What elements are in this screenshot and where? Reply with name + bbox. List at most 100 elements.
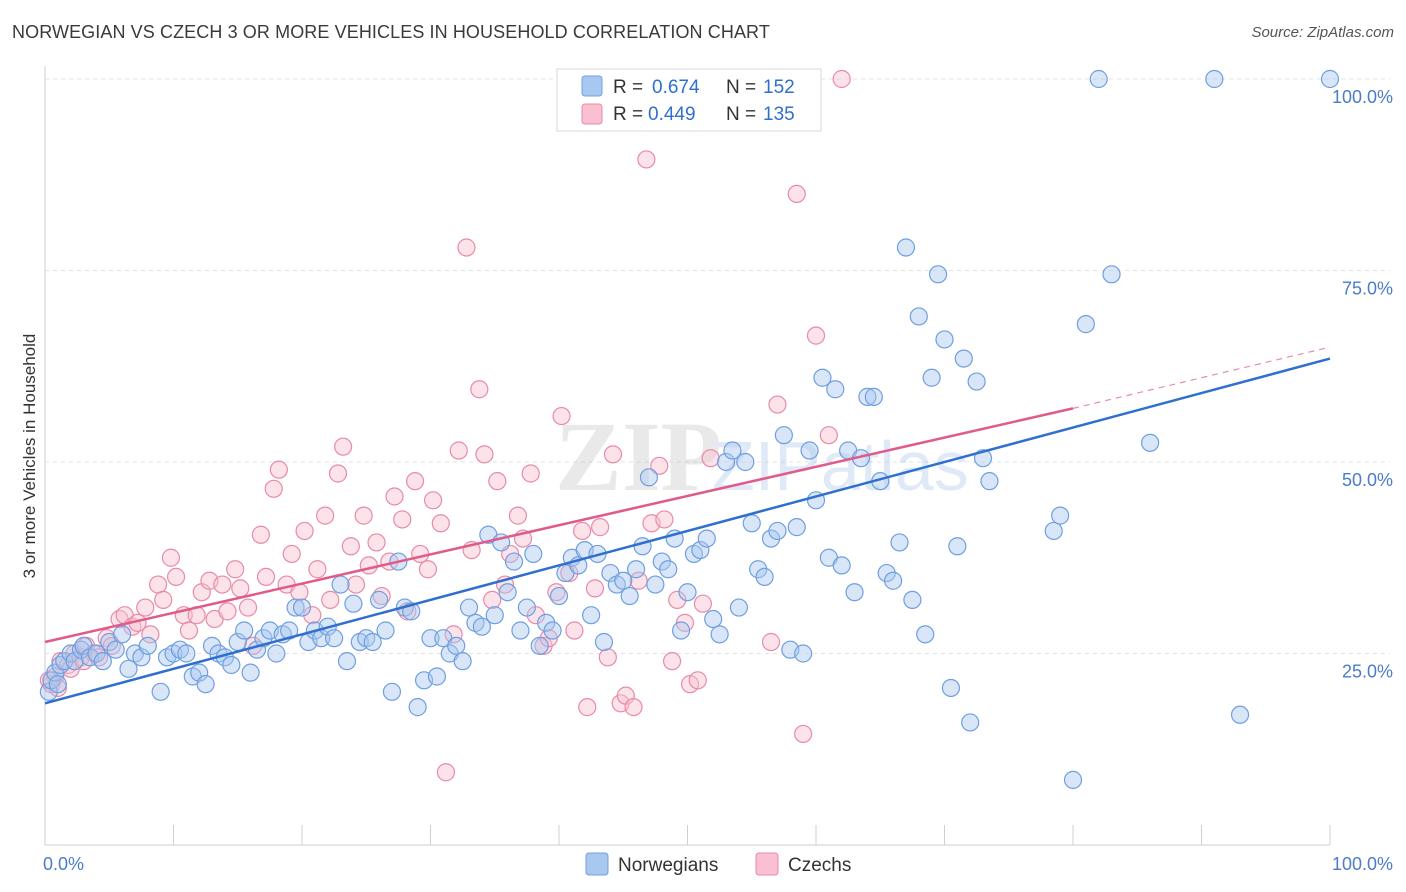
norwegians-point xyxy=(922,368,941,387)
norwegians-point xyxy=(1102,265,1121,284)
norwegians-point xyxy=(453,652,472,671)
norwegians-point xyxy=(832,556,851,575)
czechs-point xyxy=(701,449,720,468)
norwegians-points xyxy=(39,69,1340,789)
czechs-point xyxy=(328,464,348,483)
norwegians-point xyxy=(177,644,196,663)
y-tick-label: 50.0% xyxy=(1342,470,1393,490)
norwegians-point xyxy=(582,606,601,625)
norwegians-point xyxy=(331,575,350,594)
trend-lines xyxy=(44,346,1331,705)
czechs-point xyxy=(436,763,456,782)
watermark-zip: ZIP xyxy=(555,401,722,512)
norwegians-point xyxy=(941,678,961,698)
norwegians-point xyxy=(408,698,427,717)
czechs-point xyxy=(585,579,605,598)
norwegians-point xyxy=(498,583,517,602)
norwegians-point xyxy=(774,426,793,445)
czechs-point xyxy=(136,598,155,617)
norwegians-point xyxy=(864,387,883,406)
czechs-point xyxy=(141,625,160,644)
czechs-point xyxy=(148,575,168,594)
czechs-point xyxy=(552,406,571,426)
czechs-point xyxy=(238,598,258,617)
czechs-point xyxy=(161,548,181,567)
czechs-point xyxy=(457,238,476,257)
norwegians-point xyxy=(961,713,980,732)
norwegians-point xyxy=(222,655,241,675)
czechs-point xyxy=(768,395,787,414)
czechs-point xyxy=(444,625,463,644)
norwegians-point xyxy=(710,625,729,644)
norwegians-point xyxy=(883,571,903,590)
norwegians-point xyxy=(935,330,954,349)
norwegians-point xyxy=(292,598,312,617)
norwegians-point xyxy=(235,621,254,640)
czechs-point xyxy=(385,487,404,506)
czechs-point xyxy=(832,69,851,89)
norwegians-point xyxy=(132,648,151,667)
czechs-point xyxy=(655,510,674,529)
czechs-point xyxy=(650,456,669,475)
norwegians-point xyxy=(427,667,447,686)
norwegians-point xyxy=(504,552,524,571)
czechs-trend-line xyxy=(44,407,1074,644)
norwegians-point xyxy=(980,472,999,491)
norwegians-point xyxy=(671,621,691,640)
grid-lines xyxy=(45,78,1390,654)
norwegians-trend-line xyxy=(44,357,1331,705)
czechs-point xyxy=(166,567,186,587)
czechs-point xyxy=(269,460,288,479)
czechs-point xyxy=(449,441,468,460)
norwegians-point xyxy=(370,590,389,609)
x-tick-labels: 0.0% 100.0% xyxy=(43,854,1393,874)
norwegians-point xyxy=(325,629,344,648)
czechs-point xyxy=(423,491,443,510)
series-legend: Norwegians Czechs xyxy=(585,852,851,876)
norwegians-point xyxy=(196,675,215,694)
norwegians-point xyxy=(916,625,935,644)
norwegians-point xyxy=(729,598,749,617)
source-label: Source: ZipAtlas.com xyxy=(1251,24,1394,41)
czechs-point xyxy=(761,632,781,652)
norwegians-point xyxy=(755,567,774,587)
czechs-point xyxy=(470,380,489,399)
norwegians-point xyxy=(639,468,659,487)
norwegians-point xyxy=(65,652,84,671)
norwegians-point xyxy=(190,663,209,682)
norwegians-point xyxy=(620,586,639,606)
czechs-point xyxy=(405,472,425,491)
czechs-point xyxy=(475,445,494,464)
norwegians-point xyxy=(659,560,678,579)
czechs-point xyxy=(603,445,623,464)
czechs-point xyxy=(231,579,250,598)
norwegians-point xyxy=(382,682,402,701)
norwegians-point xyxy=(954,349,973,368)
norwegians-point xyxy=(697,529,716,548)
norwegians-point xyxy=(459,598,479,617)
czechs-point xyxy=(688,671,707,690)
norwegians-point xyxy=(800,441,819,460)
y-tick-label: 100.0% xyxy=(1332,87,1393,107)
norwegians-point xyxy=(543,621,562,640)
norwegians-point xyxy=(267,644,286,663)
legend-r-value: 0.449 xyxy=(648,104,696,125)
czechs-trend-extension xyxy=(1072,346,1331,409)
norwegians-point xyxy=(691,540,710,560)
czechs-point xyxy=(282,544,301,564)
czechs-point xyxy=(573,521,592,541)
czechs-point xyxy=(308,560,327,579)
bottom-swatch-czechs xyxy=(755,852,779,876)
norwegians-point xyxy=(1230,705,1250,724)
czechs-point xyxy=(591,518,610,537)
bottom-legend-norwegians: Norwegians xyxy=(618,855,718,876)
chart-title: NORWEGIAN VS CZECH 3 OR MORE VEHICLES IN… xyxy=(12,22,770,42)
norwegians-point xyxy=(646,575,665,594)
norwegians-point xyxy=(1051,506,1070,525)
czechs-point xyxy=(806,326,826,345)
norwegians-point xyxy=(112,625,132,644)
norwegians-point xyxy=(736,452,755,472)
norwegians-point xyxy=(472,617,491,636)
norwegians-point xyxy=(241,663,260,682)
